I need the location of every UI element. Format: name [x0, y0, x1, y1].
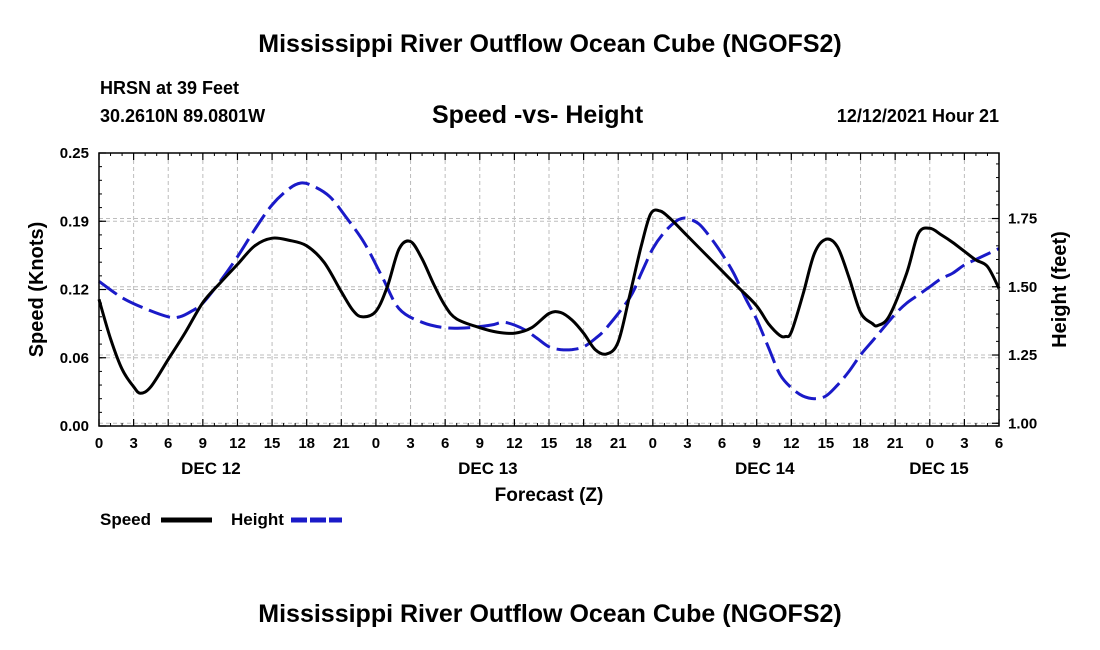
x-tick-label: 15 [541, 435, 558, 452]
axis-ticks [98, 152, 1000, 427]
x-tick-label: 18 [852, 435, 869, 452]
date-label: DEC 15 [909, 459, 969, 478]
x-tick-label: 9 [476, 435, 484, 452]
series-lines [97, 181, 1001, 401]
date-label: DEC 13 [458, 459, 518, 478]
chart-subtitle: Speed -vs- Height [432, 101, 644, 129]
x-tick-label: 21 [333, 435, 350, 452]
x-tick-label: 3 [406, 435, 414, 452]
y-tick-label: 0.19 [60, 213, 89, 230]
y-tick-label: 0.00 [60, 418, 89, 435]
grid-lines [99, 153, 999, 426]
x-tick-label: 3 [960, 435, 968, 452]
x-tick-label: 6 [441, 435, 449, 452]
date-label: DEC 14 [735, 459, 795, 478]
repeated-main-title: Mississippi River Outflow Ocean Cube (NG… [258, 600, 842, 628]
x-tick-label: 21 [610, 435, 627, 452]
x-tick-label: 6 [995, 435, 1003, 452]
x-tick-label: 0 [372, 435, 380, 452]
legend-height-label: Height [231, 510, 284, 529]
x-tick-label: 15 [264, 435, 281, 452]
x-tick-label: 6 [718, 435, 726, 452]
y2-tick-label: 1.00 [1008, 415, 1037, 432]
x-axis-label: Forecast (Z) [495, 485, 604, 506]
y2-tick-label: 1.75 [1008, 211, 1037, 228]
x-tick-label: 18 [298, 435, 315, 452]
x-tick-label: 21 [887, 435, 904, 452]
y2-tick-label: 1.50 [1008, 279, 1037, 296]
y-tick-label: 0.25 [60, 145, 89, 162]
x-tick-label: 0 [926, 435, 934, 452]
legend-speed-label: Speed [100, 510, 151, 529]
x-tick-label: 15 [818, 435, 835, 452]
x-tick-label: 9 [753, 435, 761, 452]
y2-tick-label: 1.25 [1008, 347, 1037, 364]
x-tick-label: 9 [199, 435, 207, 452]
x-tick-label: 3 [129, 435, 137, 452]
y-axis-label: Speed (Knots) [26, 222, 48, 358]
speed-series-line [97, 208, 1001, 395]
forecast-datetime: 12/12/2021 Hour 21 [836, 106, 999, 126]
x-tick-label: 18 [575, 435, 592, 452]
x-tick-label: 0 [649, 435, 657, 452]
x-tick-label: 3 [683, 435, 691, 452]
y-tick-label: 0.06 [60, 350, 89, 367]
x-tick-label: 0 [95, 435, 103, 452]
station-coordinates: 30.2610N 89.0801W [100, 106, 266, 126]
x-tick-label: 12 [783, 435, 800, 452]
date-label: DEC 12 [181, 459, 241, 478]
y2-axis-label: Height (feet) [1049, 231, 1071, 348]
x-tick-label: 12 [229, 435, 246, 452]
axis-labels: 0 3 6 9 12 15 18 21 0 3 6 9 12 15 18 21 0 3 6 9 12 15 18 21 0 3 6D… [60, 145, 1037, 478]
station-label: HRSN at 39 Feet [100, 78, 240, 98]
y-tick-label: 0.12 [60, 282, 89, 299]
x-tick-label: 6 [164, 435, 172, 452]
x-tick-label: 12 [506, 435, 523, 452]
main-title: Mississippi River Outflow Ocean Cube (NG… [258, 30, 842, 58]
